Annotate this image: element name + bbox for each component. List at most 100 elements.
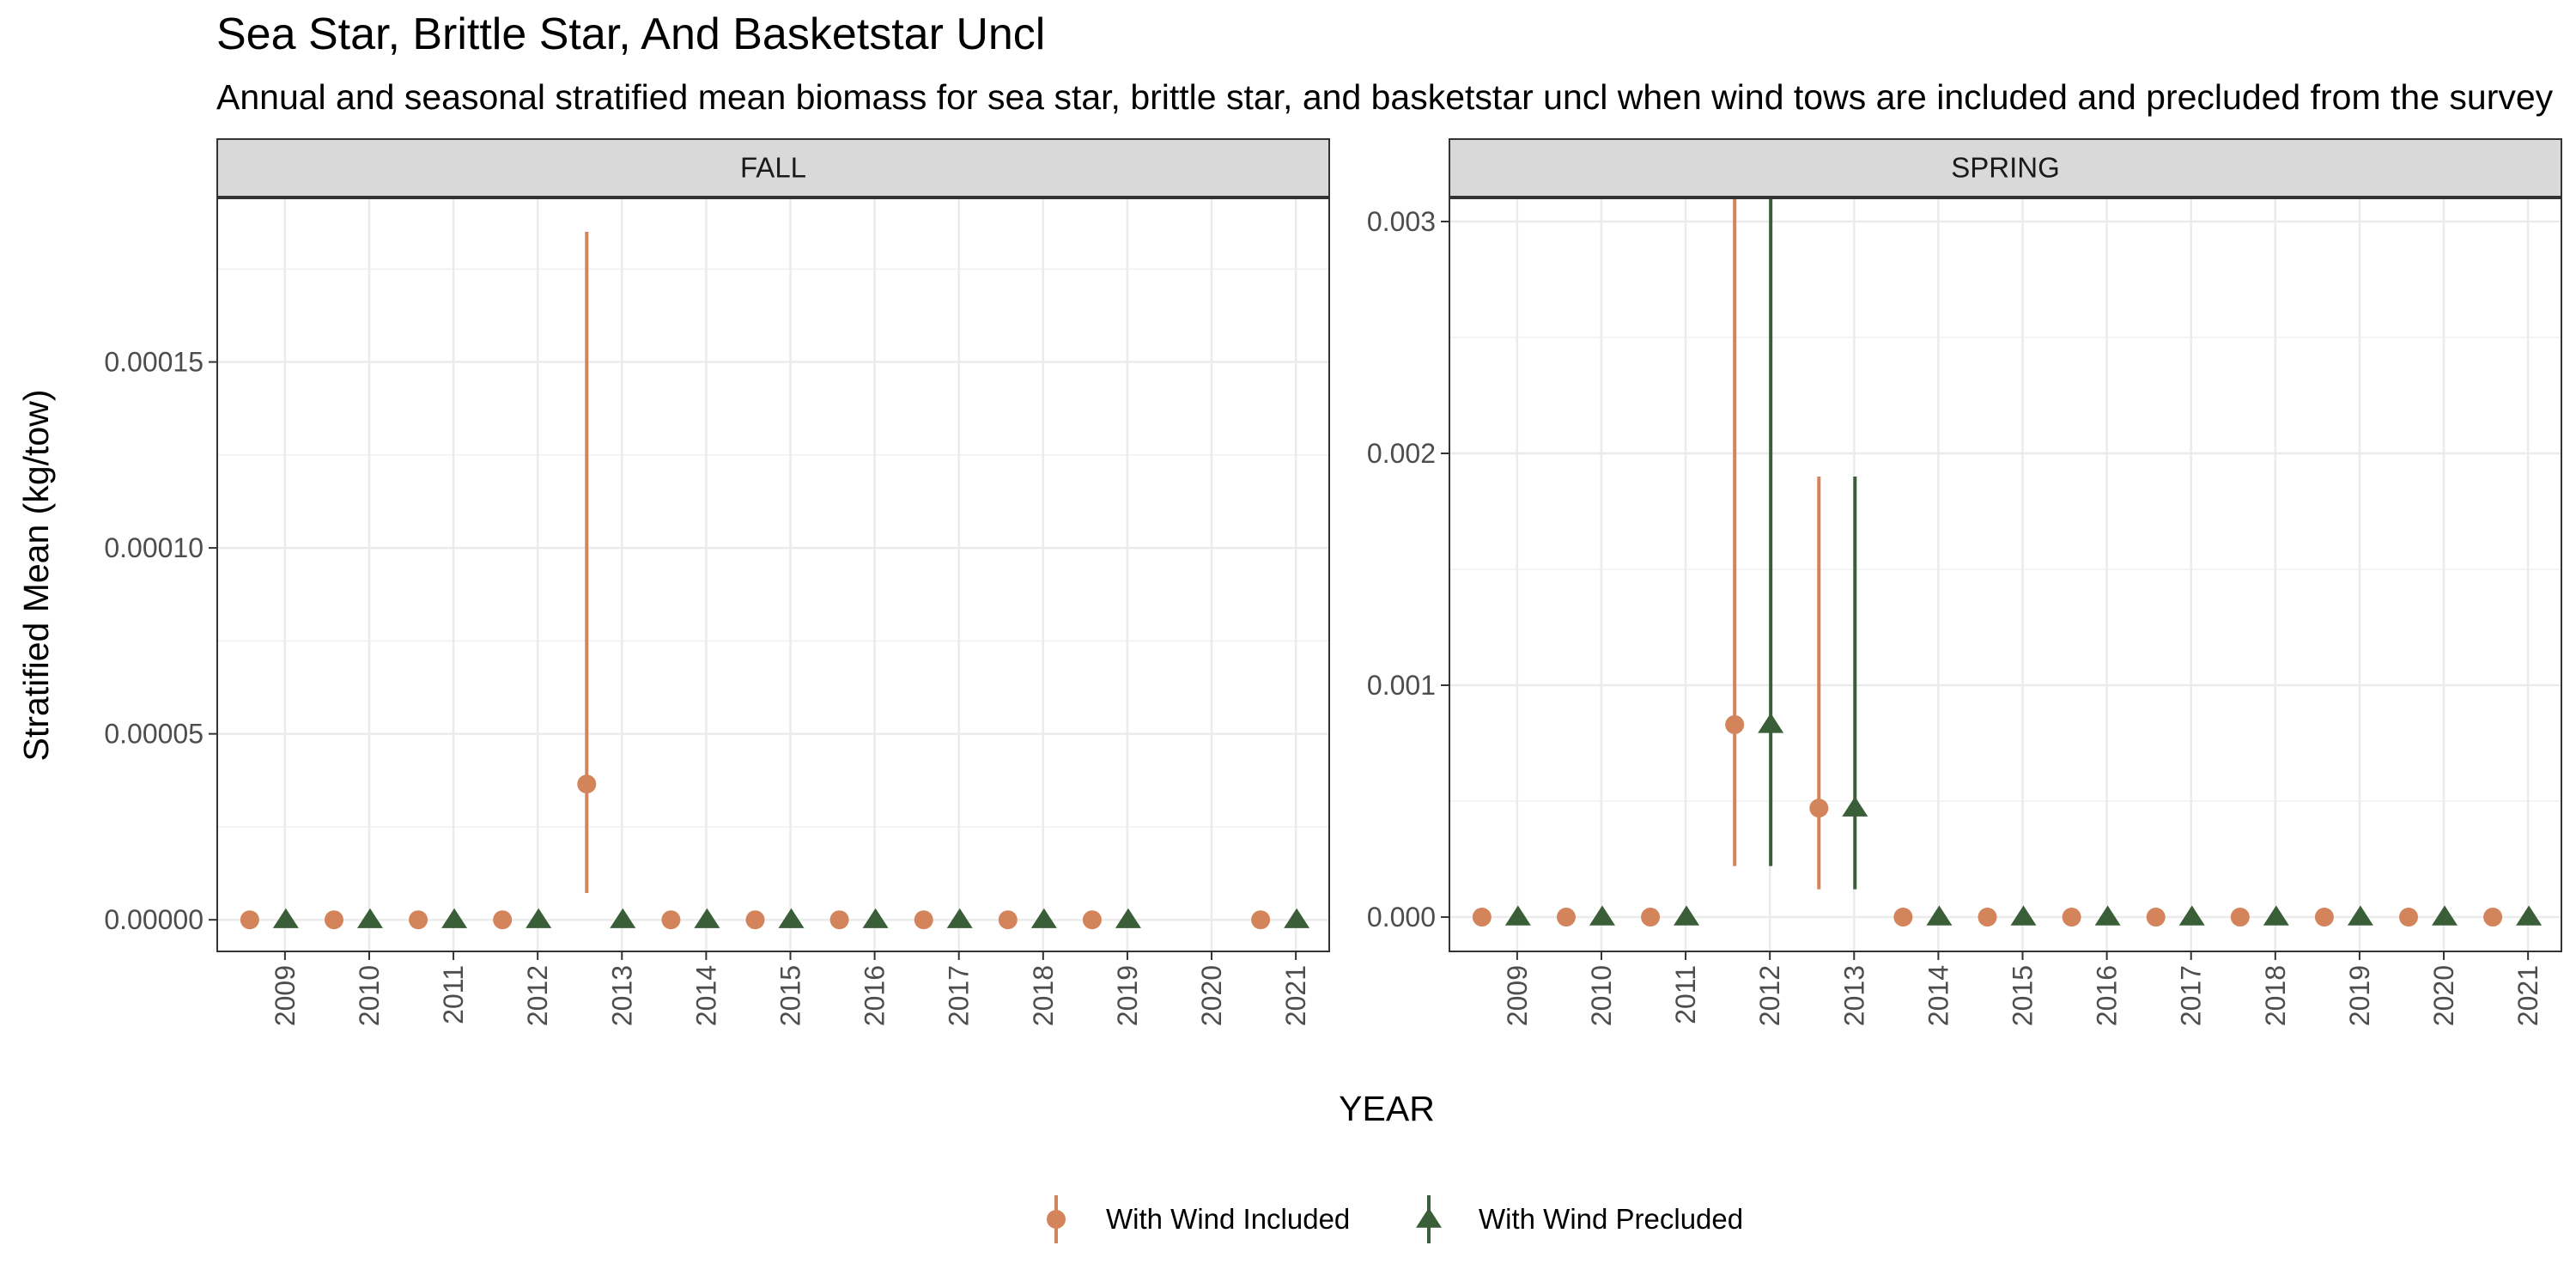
y-tick-label: 0.000: [1367, 902, 1436, 933]
data-point-triangle: [946, 908, 973, 928]
chart-subtitle: Annual and seasonal stratified mean biom…: [216, 77, 2554, 117]
data-point-triangle: [2516, 905, 2543, 926]
x-tick-label: 2019: [2344, 965, 2375, 1026]
data-point-triangle: [526, 908, 552, 928]
panel-border: [1449, 197, 2562, 952]
data-point-triangle: [1758, 713, 1784, 733]
data-point-circle: [2483, 908, 2503, 927]
x-tick-label: 2011: [1670, 965, 1701, 1024]
data-point-triangle: [1284, 908, 1310, 928]
x-axis-title: YEAR: [1339, 1089, 1435, 1128]
data-point-triangle: [1115, 908, 1141, 928]
data-point-triangle: [2178, 905, 2205, 926]
data-point-circle: [745, 910, 765, 930]
data-point-triangle: [862, 908, 889, 928]
data-point-circle: [1641, 908, 1661, 927]
y-tick-label: 0.001: [1367, 670, 1436, 701]
series-with-wind-included: [240, 231, 1271, 930]
data-point-triangle: [272, 908, 299, 928]
data-point-triangle: [610, 908, 636, 928]
series-with-wind-included: [1472, 198, 2503, 927]
x-tick-label: 2021: [2512, 965, 2543, 1026]
x-tick-label: 2011: [438, 965, 469, 1024]
data-point-triangle: [2347, 905, 2373, 926]
y-tick-label: 0.00000: [104, 904, 204, 935]
data-point-triangle: [1030, 908, 1057, 928]
x-tick-label: 2010: [354, 965, 385, 1026]
data-point-triangle: [1504, 905, 1531, 926]
data-point-circle: [914, 910, 933, 930]
data-point-circle: [2230, 908, 2250, 927]
data-point-circle: [1556, 908, 1576, 927]
plot-area: [1449, 198, 2561, 951]
data-point-triangle: [778, 908, 805, 928]
series-with-wind-precluded: [272, 908, 1310, 928]
panel-fall: FALL 0.00000 0.00005 0.00010 0.00015 2009 2010…: [104, 138, 1330, 1026]
x-tick-label: 2014: [1923, 965, 1953, 1026]
x-tick-label: 2016: [860, 965, 890, 1026]
data-point-circle: [1893, 908, 1913, 927]
data-point-triangle: [1842, 796, 1868, 817]
data-point-triangle: [2094, 905, 2121, 926]
data-point-circle: [2399, 908, 2419, 927]
y-tick-label: 0.00010: [104, 532, 204, 563]
x-tick-label: 2020: [2428, 965, 2459, 1026]
data-point-circle: [577, 775, 597, 794]
data-point-circle: [1725, 714, 1745, 734]
data-point-triangle: [1926, 905, 1953, 926]
data-point-circle: [493, 910, 513, 930]
x-tick-label: 2015: [775, 965, 806, 1026]
legend-label: With Wind Precluded: [1479, 1203, 1743, 1235]
data-point-triangle: [2263, 905, 2289, 926]
legend-label: With Wind Included: [1106, 1203, 1350, 1235]
data-point-triangle: [1589, 905, 1615, 926]
data-point-circle: [829, 910, 849, 930]
legend-key-triangle: [1416, 1207, 1442, 1228]
data-point-triangle: [1674, 905, 1700, 926]
panel-strip: [216, 138, 1330, 197]
legend: With Wind Included With Wind Precluded: [1047, 1195, 1743, 1243]
x-tick-label: 2017: [944, 965, 975, 1026]
data-point-circle: [998, 910, 1018, 930]
data-point-circle: [2062, 908, 2081, 927]
y-tick-label: 0.003: [1367, 206, 1436, 237]
x-tick-label: 2010: [1586, 965, 1617, 1026]
panel-strip: [1449, 138, 2562, 197]
y-axis-title: Stratified Mean (kg/tow): [16, 390, 56, 762]
data-point-circle: [409, 910, 428, 930]
data-point-circle: [240, 910, 259, 930]
data-point-circle: [1082, 910, 1102, 930]
plot-area: [217, 198, 1329, 951]
data-point-triangle: [694, 908, 720, 928]
data-point-circle: [1251, 910, 1271, 930]
x-tick-label: 2012: [522, 965, 553, 1026]
data-point-circle: [1978, 908, 1997, 927]
legend-item-with-wind-included: With Wind Included: [1047, 1195, 1350, 1243]
x-tick-label: 2021: [1280, 965, 1311, 1026]
data-point-triangle: [2432, 905, 2458, 926]
x-tick-label: 2018: [1028, 965, 1059, 1026]
x-tick-label: 2019: [1112, 965, 1143, 1026]
legend-key-circle: [1047, 1210, 1066, 1229]
x-tick-label: 2013: [606, 965, 637, 1026]
data-point-circle: [1472, 908, 1492, 927]
x-tick-label: 2012: [1754, 965, 1785, 1026]
panel-spring: SPRING 0.000 0.001 0.002 0.003 2009 2010 2011 20…: [1367, 138, 2562, 1026]
data-point-circle: [324, 910, 343, 930]
x-tick-label: 2014: [690, 965, 721, 1026]
data-point-circle: [2314, 908, 2334, 927]
data-point-triangle: [2010, 905, 2037, 926]
x-tick-label: 2013: [1838, 965, 1869, 1026]
legend-item-with-wind-precluded: With Wind Precluded: [1416, 1195, 1743, 1243]
panel-border: [216, 197, 1330, 952]
x-tick-label: 2009: [1502, 965, 1533, 1026]
data-point-circle: [2146, 908, 2166, 927]
y-tick-label: 0.00015: [104, 347, 204, 378]
data-point-triangle: [441, 908, 468, 928]
x-tick-label: 2015: [2008, 965, 2038, 1026]
panel-strip-label: SPRING: [1951, 152, 2060, 184]
data-point-triangle: [356, 908, 383, 928]
data-point-circle: [1809, 799, 1829, 818]
chart-title: Sea Star, Brittle Star, And Basketstar U…: [216, 9, 1045, 59]
